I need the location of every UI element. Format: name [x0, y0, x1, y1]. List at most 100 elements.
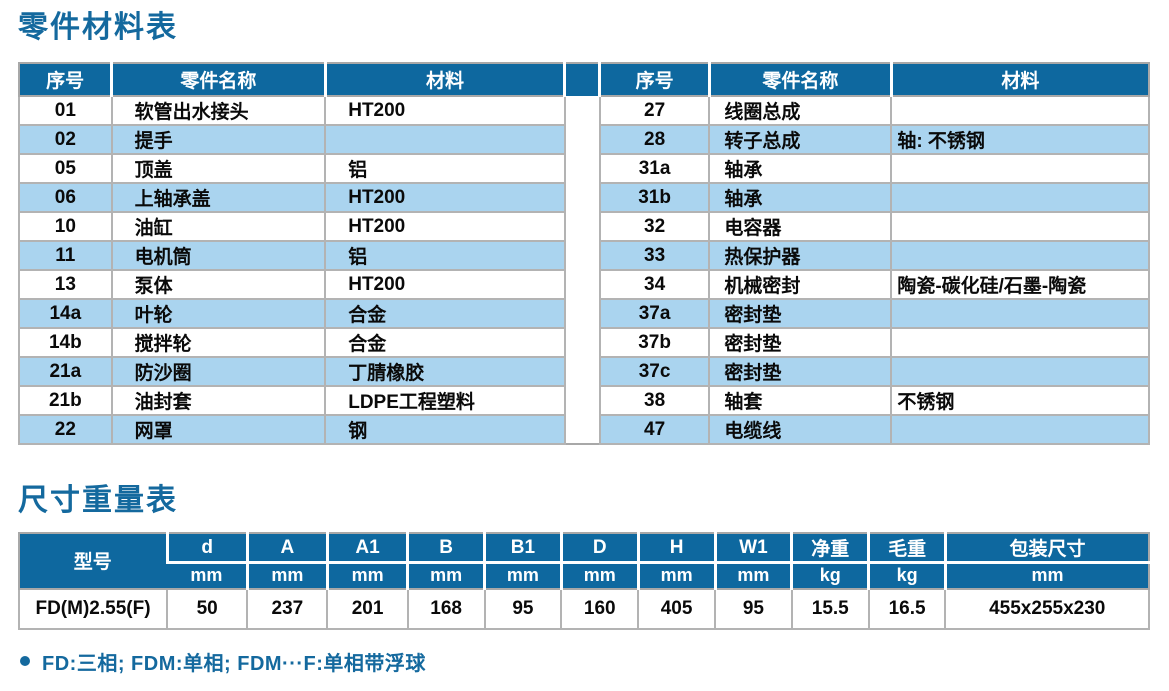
part-name-cell: 搅拌轮: [110, 327, 327, 358]
col-header-no: 序号: [598, 63, 710, 97]
part-name-cell: 油缸: [110, 211, 327, 242]
part-name-cell: 轴承: [708, 153, 893, 184]
part-material-cell: 钢: [324, 414, 566, 445]
part-name-cell: 防沙圈: [110, 356, 327, 387]
dim-label-header: 毛重: [867, 533, 946, 564]
dim-value-cell: 95: [483, 587, 563, 630]
bullet-icon: [20, 656, 30, 666]
part-number-cell: 05: [18, 153, 113, 184]
part-name-cell: 叶轮: [110, 298, 327, 329]
dim-value-cell: 201: [326, 587, 409, 630]
spacer-cell: [563, 241, 601, 270]
part-name-cell: 线圈总成: [708, 95, 893, 126]
part-material-cell: 铝: [324, 240, 566, 271]
part-material-cell: [890, 153, 1150, 184]
part-number-cell: 27: [598, 95, 711, 126]
part-number-cell: 21b: [18, 385, 113, 416]
dim-unit-header: mm: [483, 561, 562, 590]
dimensions-table-header: 型号 d A A1 B B1 D H W1 净重 毛重 包装尺寸 mm mm mm mm mm mm mm mm kg…: [19, 533, 1149, 590]
part-name-cell: 密封垫: [708, 298, 893, 329]
part-number-cell: 47: [598, 414, 711, 445]
parts-row: 21b 油封套 LDPE工程塑料 38 轴套 不锈钢: [18, 385, 1150, 416]
model-column-header: 型号: [19, 533, 168, 590]
part-material-cell: 轴: 不锈钢: [890, 124, 1150, 155]
dim-unit-header: mm: [636, 561, 715, 590]
spacer-header: [563, 63, 600, 96]
spacer-cell: [563, 154, 601, 183]
part-name-cell: 上轴承盖: [110, 182, 327, 213]
part-material-cell: [890, 298, 1150, 329]
dim-label-header: W1: [713, 533, 792, 564]
part-name-cell: 机械密封: [708, 269, 893, 300]
part-name-cell: 密封垫: [708, 356, 893, 387]
dim-value-cell: 405: [637, 587, 716, 630]
part-name-cell: 网罩: [110, 414, 327, 445]
part-material-cell: 合金: [324, 298, 566, 329]
spacer-cell: [563, 125, 601, 154]
spacer-cell: [563, 386, 601, 415]
spacer-cell: [563, 328, 601, 357]
part-material-cell: HT200: [324, 211, 566, 242]
part-number-cell: 31a: [598, 153, 711, 184]
part-name-cell: 软管出水接头: [110, 95, 327, 126]
part-number-cell: 02: [18, 124, 113, 155]
dim-unit-header: mm: [713, 561, 792, 590]
parts-material-table: 序号 零件名称 材料 序号 零件名称 材料 01 软管出水接头 HT200 27 线圈总成 02 提手…: [18, 62, 1150, 445]
dim-unit-header: mm: [943, 561, 1149, 590]
part-material-cell: 陶瓷-碳化硅/石墨-陶瓷: [890, 269, 1150, 300]
parts-table-header: 序号 零件名称 材料 序号 零件名称 材料: [19, 63, 1149, 97]
part-name-cell: 电缆线: [708, 414, 893, 445]
part-number-cell: 14a: [18, 298, 113, 329]
dim-label-header: D: [559, 533, 639, 564]
part-number-cell: 28: [598, 124, 711, 155]
dim-unit-header: kg: [790, 561, 869, 590]
part-material-cell: LDPE工程塑料: [324, 385, 566, 416]
dim-label-header: A1: [325, 533, 408, 564]
part-material-cell: 不锈钢: [890, 385, 1150, 416]
dimensions-table-body: FD(M)2.55(F) 50 237 201 168 95 160 405 95 15.5 16.…: [17, 587, 1150, 630]
dimensions-weight-table: 型号 d A A1 B B1 D H W1 净重 毛重 包装尺寸 mm mm mm mm mm mm mm mm kg…: [17, 532, 1150, 630]
dim-unit-header: mm: [559, 561, 639, 590]
parts-row: 22 网罩钢 47 电缆线: [18, 414, 1150, 445]
spacer-cell: [563, 299, 601, 328]
part-number-cell: 21a: [18, 356, 113, 387]
part-name-cell: 转子总成: [708, 124, 893, 155]
dim-label-header: B: [406, 533, 485, 564]
part-material-cell: [890, 95, 1150, 126]
dimensions-row: FD(M)2.55(F) 50 237 201 168 95 160 405 95 15.5 16.…: [17, 587, 1150, 630]
parts-row: 11 电机筒铝 33 热保护器: [18, 240, 1150, 271]
dim-value-cell: 15.5: [790, 587, 870, 630]
parts-row: 21a 防沙圈 丁腈橡胶 37c 密封垫: [18, 356, 1150, 387]
part-name-cell: 热保护器: [708, 240, 893, 271]
part-name-cell: 轴承: [708, 182, 893, 213]
dim-value-cell: 168: [406, 587, 486, 630]
part-material-cell: [890, 327, 1150, 358]
parts-row: 02 提手 28 转子总成 轴: 不锈钢: [18, 124, 1150, 155]
dim-value-cell: 95: [714, 587, 793, 630]
part-material-cell: [890, 240, 1150, 271]
parts-row: 14a 叶轮 合金 37a 密封垫: [18, 298, 1150, 329]
parts-row: 05 顶盖铝 31a 轴承: [18, 153, 1150, 184]
dim-value-cell: 455x255x230: [944, 587, 1150, 630]
part-number-cell: 14b: [18, 327, 113, 358]
part-number-cell: 22: [18, 414, 113, 445]
dim-label-header: H: [636, 533, 715, 564]
part-number-cell: 38: [598, 385, 711, 416]
part-material-cell: 丁腈橡胶: [324, 356, 566, 387]
part-material-cell: [890, 211, 1150, 242]
spacer-cell: [563, 183, 601, 212]
footnote-text: FD:三相; FDM:单相; FDM···F:单相带浮球: [42, 652, 426, 675]
part-material-cell: 铝: [324, 153, 566, 184]
spacer-cell: [563, 415, 601, 444]
footnote: FD:三相; FDM:单相; FDM···F:单相带浮球: [18, 647, 1150, 676]
dimensions-table-title: 尺寸重量表: [18, 484, 178, 517]
parts-header-row: 序号 零件名称 材料 序号 零件名称 材料: [19, 63, 1149, 97]
part-material-cell: [324, 124, 566, 155]
parts-row: 01 软管出水接头 HT200 27 线圈总成: [18, 95, 1150, 126]
spacer-cell: [563, 96, 601, 125]
part-name-cell: 电容器: [708, 211, 893, 242]
part-number-cell: 06: [18, 182, 113, 213]
dim-unit-header: mm: [167, 561, 248, 590]
col-header-no: 序号: [19, 63, 112, 97]
part-number-cell: 37b: [598, 327, 711, 358]
